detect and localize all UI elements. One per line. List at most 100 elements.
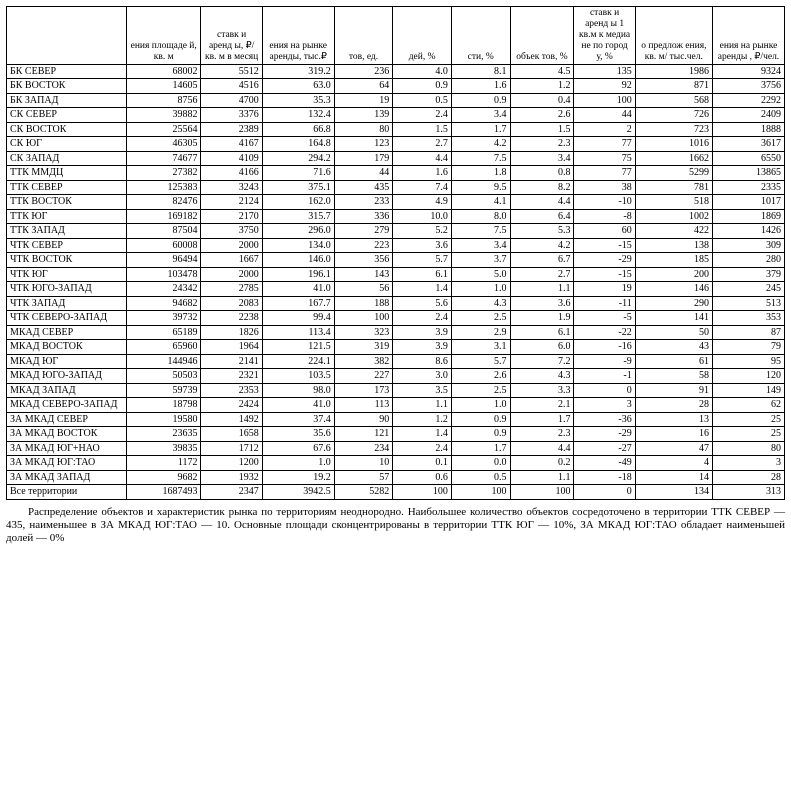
cell: 1.4 [393,282,452,297]
cell: -18 [574,470,635,485]
cell: 141 [635,311,712,326]
cell: 18798 [126,398,201,413]
cell: 67.6 [262,441,334,456]
cell: 309 [712,238,784,253]
table-row: ТТК СЕВЕР1253833243375.14357.49.58.23878… [7,180,785,195]
cell: 6.1 [393,267,452,282]
cell: 0.2 [510,456,574,471]
cell: 0.9 [451,427,510,442]
row-label: ТТК ММДЦ [7,166,127,181]
cell: -5 [574,311,635,326]
cell: 2000 [201,267,262,282]
cell: 2.6 [510,108,574,123]
cell: 4.2 [510,238,574,253]
cell: 1.9 [510,311,574,326]
cell: 2321 [201,369,262,384]
cell: 1426 [712,224,784,239]
cell: 2.7 [510,267,574,282]
table-row: МКАД ВОСТОК659601964121.53193.93.16.0-16… [7,340,785,355]
cell: 19 [334,93,393,108]
cell: 319.2 [262,64,334,79]
cell: 3617 [712,137,784,152]
table-row: ЧТК ЗАПАД946822083167.71885.64.33.6-1129… [7,296,785,311]
cell: 518 [635,195,712,210]
cell: 1.0 [451,282,510,297]
table-row: ТТК ММДЦ27382416671.6441.61.80.877529913… [7,166,785,181]
cell: 19580 [126,412,201,427]
cell: 0.9 [451,412,510,427]
cell: 1.2 [393,412,452,427]
cell: 3.0 [393,369,452,384]
cell: 77 [574,137,635,152]
cell: 233 [334,195,393,210]
cell: 4167 [201,137,262,152]
col-header-3: ения на рынке аренды, тыс.₽ [262,7,334,65]
cell: -9 [574,354,635,369]
row-label: ЧТК ЗАПАД [7,296,127,311]
cell: 2.5 [451,311,510,326]
cell: 167.7 [262,296,334,311]
cell: 66.8 [262,122,334,137]
cell: 568 [635,93,712,108]
cell: 3.1 [451,340,510,355]
table-body: БК СЕВЕР680025512319.22364.08.14.5135198… [7,64,785,499]
cell: 1.6 [451,79,510,94]
cell: 10 [334,456,393,471]
cell: 2353 [201,383,262,398]
row-label: ЧТК СЕВЕР [7,238,127,253]
cell: 5.7 [451,354,510,369]
cell: 2335 [712,180,784,195]
cell: 2170 [201,209,262,224]
cell: 5282 [334,485,393,500]
cell: 113 [334,398,393,413]
cell: 4.5 [510,64,574,79]
cell: 44 [574,108,635,123]
cell: 2424 [201,398,262,413]
cell: 0.5 [451,470,510,485]
cell: 294.2 [262,151,334,166]
cell: 3243 [201,180,262,195]
cell: 356 [334,253,393,268]
cell: 9682 [126,470,201,485]
cell: 223 [334,238,393,253]
cell: 315.7 [262,209,334,224]
cell: 0.1 [393,456,452,471]
cell: 336 [334,209,393,224]
cell: 0.9 [451,93,510,108]
market-table: ения площаде й, кв. мставк и аренд ы, ₽/… [6,6,785,500]
row-label: ЧТК ВОСТОК [7,253,127,268]
cell: 0.9 [393,79,452,94]
cell: 5.7 [393,253,452,268]
cell: 41.0 [262,398,334,413]
cell: 39732 [126,311,201,326]
cell: 1.4 [393,427,452,442]
row-label: МКАД СЕВЕРО-ЗАПАД [7,398,127,413]
cell: 123 [334,137,393,152]
cell: 227 [334,369,393,384]
cell: 2124 [201,195,262,210]
caption-paragraph: Распределение объектов и характеристик р… [6,506,785,546]
row-label: МКАД СЕВЕР [7,325,127,340]
col-header-10: ения на рынке аренды , ₽/чел. [712,7,784,65]
cell: 726 [635,108,712,123]
cell: -22 [574,325,635,340]
cell: 28 [635,398,712,413]
cell: 8.0 [451,209,510,224]
cell: 47 [635,441,712,456]
table-row: Все территории168749323473942.5528210010… [7,485,785,500]
cell: 3.5 [393,383,452,398]
cell: 279 [334,224,393,239]
cell: 296.0 [262,224,334,239]
cell: 3942.5 [262,485,334,500]
cell: 871 [635,79,712,94]
col-header-5: дей, % [393,7,452,65]
cell: -1 [574,369,635,384]
cell: 75 [574,151,635,166]
cell: 1.7 [451,441,510,456]
row-label: Все территории [7,485,127,500]
cell: 169182 [126,209,201,224]
row-label: ТТК ВОСТОК [7,195,127,210]
cell: 3756 [712,79,784,94]
cell: 80 [712,441,784,456]
table-row: БК СЕВЕР680025512319.22364.08.14.5135198… [7,64,785,79]
